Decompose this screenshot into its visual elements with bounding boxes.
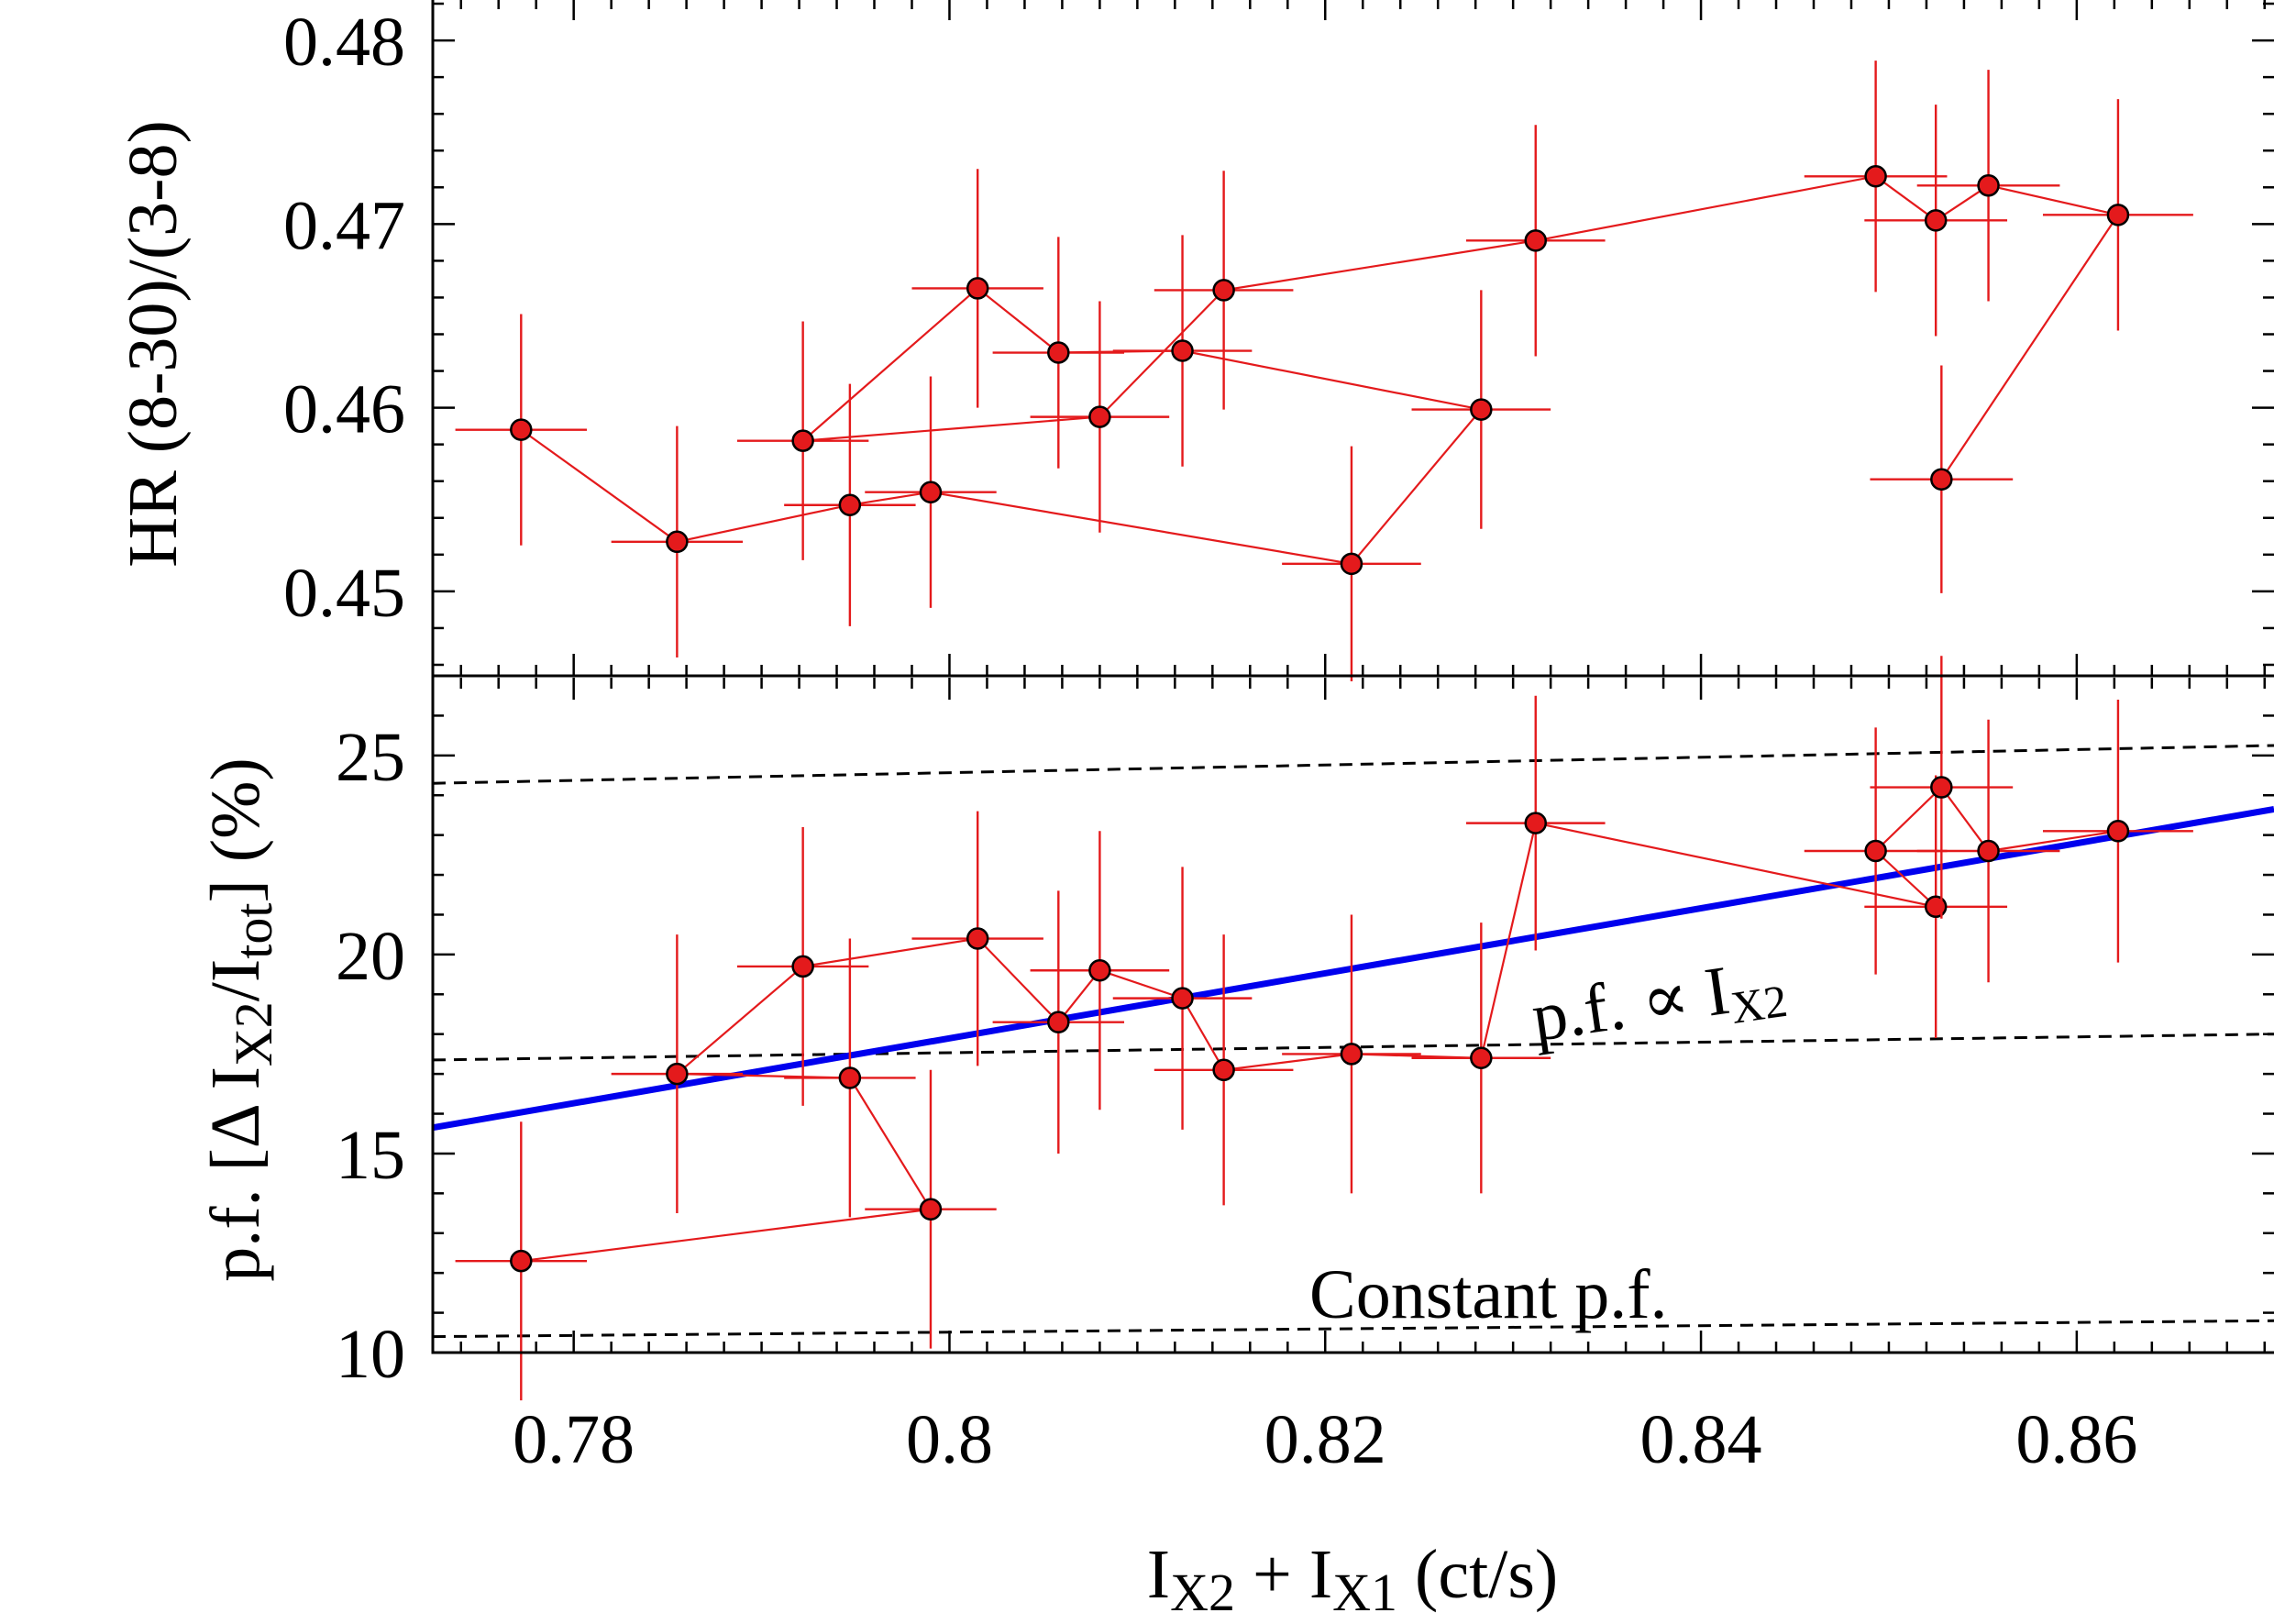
pf-data-point [992, 890, 1125, 1154]
pf-data-point [1916, 719, 2060, 983]
marker [1212, 1058, 1235, 1082]
marker [1930, 468, 1953, 491]
pf-data-point [455, 1121, 588, 1401]
pf-data-point [784, 938, 916, 1218]
hr-data-point [1870, 365, 2014, 593]
x-tick-label: 0.86 [2015, 1401, 2137, 1478]
top-y-axis-title: HR (8-30)/(3-8) [115, 120, 192, 568]
marker [1470, 398, 1493, 421]
marker [966, 277, 989, 300]
pf-data-point [1864, 775, 2008, 1039]
x-tick-label: 0.84 [1640, 1401, 1762, 1478]
y-tick-label: 0.48 [283, 4, 405, 81]
marker [1171, 987, 1194, 1010]
marker [919, 481, 943, 503]
constant-pf-upper-line [432, 744, 2274, 785]
y-tick-label: 25 [336, 719, 405, 796]
hr-data-point [1154, 171, 1294, 410]
marker [791, 429, 814, 452]
hr-data-point [1465, 125, 1606, 357]
marker [1171, 339, 1194, 362]
marker [1924, 209, 1948, 232]
marker [1088, 405, 1111, 428]
marker [2106, 820, 2130, 843]
hr-data-point [784, 383, 916, 626]
constant-pf-lower-line [432, 1319, 2274, 1339]
bottom-plot-frame [431, 674, 2274, 1354]
marker [1524, 229, 1548, 252]
y-tick-label: 0.47 [283, 187, 405, 264]
marker [666, 1062, 689, 1086]
hr-data-point [455, 314, 588, 546]
marker [1977, 174, 2000, 197]
y-tick-label: 0.45 [283, 555, 405, 632]
hr-connecting-line [520, 175, 2120, 565]
constant-pf-middle-line [432, 1033, 2274, 1062]
pf-data-point [1154, 934, 1294, 1206]
marker [838, 493, 862, 516]
pf-data-point [865, 1069, 997, 1349]
y-tick-label: 15 [336, 1117, 405, 1194]
x-tick-label: 0.8 [906, 1401, 993, 1478]
y-tick-label: 0.46 [283, 371, 405, 448]
bottom-y-axis-title: p.f. [Δ IX2/Itot] (%) [197, 757, 283, 1281]
marker [510, 418, 533, 441]
pf-data-point [736, 826, 869, 1106]
pf-data-point [1282, 914, 1421, 1194]
constant-pf-label: Constant p.f. [1309, 1256, 1668, 1333]
hr-data-point [1916, 70, 2060, 302]
hr-data-point [736, 321, 869, 560]
hr-data-point [611, 425, 744, 657]
hr-data-point [1804, 61, 1948, 293]
hr-data-point [1030, 301, 1170, 533]
panel-hardness-ratio: 0.45 0.46 0.47 0.48 [283, 0, 2274, 682]
y-tick-label: 10 [336, 1316, 405, 1393]
pf-data-point [911, 811, 1043, 1066]
marker [791, 955, 814, 978]
hr-data-point [865, 376, 997, 608]
marker [1524, 812, 1548, 834]
marker [1924, 895, 1948, 919]
marker [1212, 279, 1235, 302]
hr-data-point [1112, 235, 1253, 467]
marker [966, 927, 989, 950]
hr-data-point [1411, 290, 1551, 529]
pf-data-point [1411, 922, 1551, 1194]
y-tick-label: 20 [336, 918, 405, 995]
pf-data-point [2042, 700, 2193, 963]
pf-data-point [1112, 867, 1253, 1130]
pf-data-point [1030, 831, 1170, 1110]
hr-data-point [1864, 105, 2008, 337]
pf-data-point [1465, 695, 1606, 951]
marker [1864, 839, 1887, 863]
marker [666, 530, 689, 554]
marker [1340, 1043, 1363, 1066]
marker [838, 1066, 862, 1089]
marker [510, 1249, 533, 1273]
hr-data-point [992, 237, 1125, 469]
marker [1977, 839, 2000, 863]
marker [2106, 204, 2130, 226]
pf-data-point [611, 934, 744, 1214]
marker [1930, 776, 1953, 799]
hr-data-point [911, 169, 1043, 408]
marker [1470, 1046, 1493, 1070]
marker [1047, 341, 1070, 364]
marker [919, 1198, 943, 1221]
hr-data-point [2042, 99, 2193, 331]
hr-data-point [1282, 446, 1421, 682]
marker [1340, 552, 1363, 576]
marker [1088, 958, 1111, 982]
marker [1864, 165, 1887, 188]
pf-data-point [1870, 656, 2014, 919]
x-tick-label: 0.78 [513, 1401, 635, 1478]
marker [1047, 1011, 1070, 1033]
x-tick-label: 0.82 [1264, 1401, 1386, 1478]
x-axis-title: IX2 + IX1 (ct/s) [1147, 1536, 1558, 1622]
